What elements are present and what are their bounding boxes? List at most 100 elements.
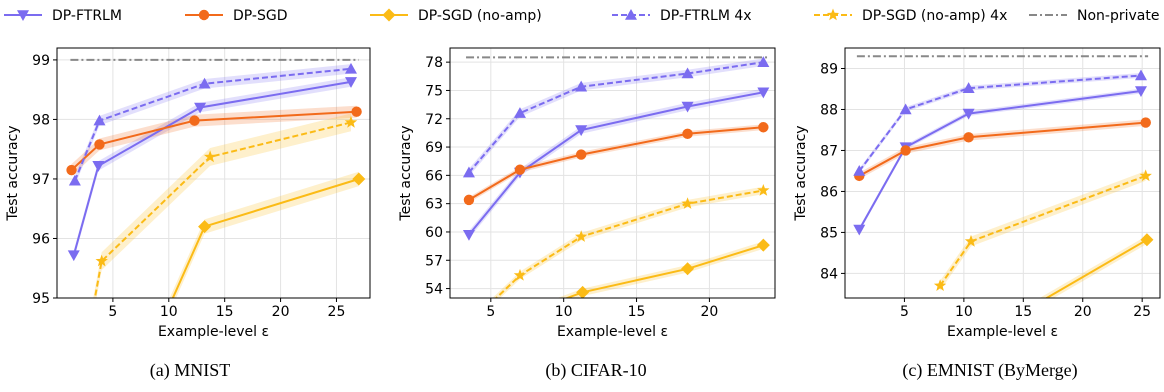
plot-area: [853, 55, 1154, 298]
band-dp-sgd: [468, 124, 764, 203]
y-tick-label: 98: [32, 112, 50, 128]
y-tick-label: 86: [820, 184, 838, 200]
data-point: [463, 194, 475, 206]
series-line: [468, 91, 764, 236]
data-point: [81, 333, 93, 345]
band-dp-sgd-no-amp: [557, 241, 764, 298]
data-point: [344, 62, 357, 74]
y-tick-label: 85: [820, 225, 838, 241]
band-dp-ftrlm-4x: [74, 64, 352, 186]
data-point: [198, 77, 211, 89]
legend-label: DP-SGD (no-amp): [418, 8, 542, 24]
plot-area: [66, 58, 366, 345]
axes-frame: [449, 47, 776, 299]
x-tick-label: 20: [1074, 304, 1092, 320]
data-point: [963, 132, 974, 143]
legend-entry-dp-ftrlm-4x: DP-FTRLM 4x: [612, 8, 752, 24]
y-axis-label: Test accuracy: [793, 125, 809, 221]
data-point: [682, 128, 693, 140]
legend-label: Non-private: [1077, 8, 1159, 24]
band-dp-sgd-no-amp: [169, 171, 359, 298]
series-line: [1044, 238, 1148, 298]
x-tick-label: 5: [900, 304, 909, 320]
chart-mnist: 5 10 15 20 25 95 96 97 98 99 Example-level ε Test a…: [5, 47, 371, 345]
series-line: [72, 80, 352, 256]
x-axis-label: Example-level ε: [158, 324, 269, 340]
data-point: [757, 56, 770, 67]
data-point: [93, 114, 106, 126]
x-axis-label: Example-level ε: [557, 324, 668, 340]
x-tick-label: 5: [486, 304, 495, 320]
data-point: [67, 250, 80, 262]
data-point: [757, 87, 770, 99]
data-point: [681, 262, 695, 276]
y-axis-label: Test accuracy: [5, 125, 21, 221]
data-point: [194, 102, 207, 114]
data-point: [513, 268, 527, 281]
legend-entry-non-private: Non-private: [1029, 8, 1159, 24]
data-point: [535, 301, 548, 314]
data-point: [68, 174, 81, 186]
y-tick-label: 87: [820, 143, 838, 159]
chart-cifar10: 5 10 15 20 54 57 60 63 66 69 72 75 78 Example-level ε…: [398, 47, 776, 340]
band-dp-sgd-no-amp-4x: [940, 171, 1146, 291]
y-tick-label: 57: [425, 253, 443, 269]
x-tick-label: 5: [108, 304, 117, 320]
data-point: [757, 184, 770, 196]
legend-label: DP-SGD (no-amp) 4x: [862, 8, 1007, 24]
legend-marker: [826, 8, 840, 21]
data-point: [575, 80, 588, 92]
data-point: [575, 125, 588, 137]
x-tick-label: 15: [1014, 304, 1032, 320]
legend-label: DP-FTRLM 4x: [660, 8, 752, 24]
x-tick-label: 25: [1133, 304, 1151, 320]
band-dp-ftrlm: [468, 88, 764, 239]
data-point: [189, 115, 200, 126]
band-dp-sgd-no-amp-4x: [93, 113, 351, 298]
series-dp-sgd: [66, 106, 362, 176]
y-tick-label: 88: [820, 102, 838, 118]
x-tick-label: 25: [328, 304, 346, 320]
series-line: [73, 67, 352, 182]
y-tick-label: 63: [425, 197, 443, 213]
data-point: [198, 220, 212, 234]
band-dp-ftrlm-4x: [859, 73, 1141, 174]
plot-area: [462, 56, 770, 314]
data-point: [575, 149, 587, 160]
series-dp-ftrlm-4x: [462, 56, 770, 178]
data-point: [92, 161, 105, 172]
series-dp-sgd-no-amp-4x: [494, 184, 770, 298]
x-tick-label: 15: [628, 304, 646, 320]
data-point: [204, 150, 217, 163]
legend: DP-FTRLM DP-SGD DP-SGD (no-amp) DP-FTRLM 4x…: [4, 8, 1159, 24]
grid: [450, 48, 775, 298]
series-line: [468, 126, 764, 201]
data-point: [352, 172, 366, 186]
data-point: [576, 285, 590, 298]
data-point: [1140, 233, 1154, 247]
series-dp-ftrlm: [853, 86, 1147, 236]
data-point: [681, 101, 694, 113]
y-tick-label: 84: [820, 266, 838, 282]
data-point: [344, 77, 357, 88]
x-tick-label: 20: [272, 304, 290, 320]
data-point: [94, 139, 105, 150]
caption-b: (b) CIFAR-10: [545, 360, 647, 380]
data-point: [964, 234, 978, 247]
y-axis-label: Test accuracy: [398, 125, 414, 221]
series-line: [858, 90, 1142, 231]
series-dp-sgd-no-amp: [171, 172, 366, 298]
band-dp-sgd-no-amp: [1039, 235, 1147, 298]
y-tick-label: 97: [32, 172, 50, 188]
caption-a: (a) MNIST: [149, 360, 231, 380]
data-point: [95, 254, 108, 267]
data-point: [900, 145, 911, 156]
x-tick-label: 20: [701, 304, 719, 320]
data-point: [513, 107, 526, 118]
x-axis-label: Example-level ε: [947, 324, 1058, 340]
series-dp-sgd: [463, 122, 769, 206]
x-tick-label: 10: [160, 304, 178, 320]
data-point: [962, 108, 975, 120]
y-tick-label: 99: [32, 53, 50, 69]
series-line: [564, 244, 764, 298]
